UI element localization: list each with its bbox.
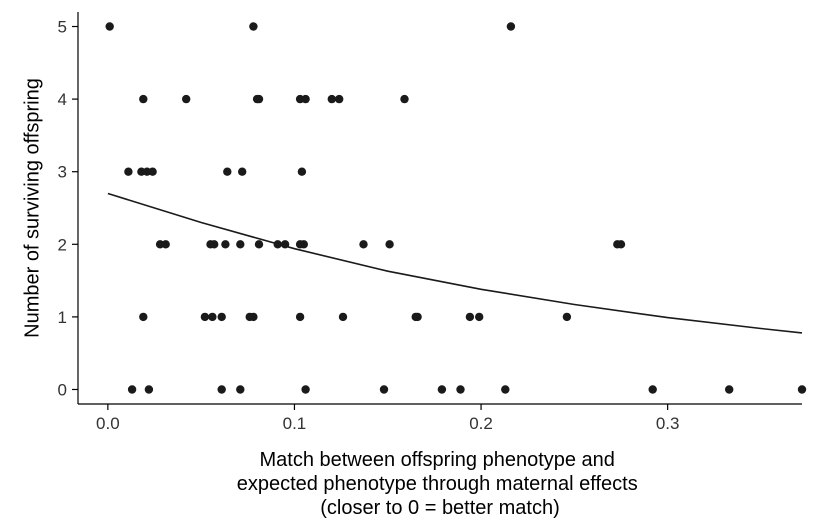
data-point <box>217 312 226 322</box>
y-axis-title: Number of surviving offspring <box>21 78 43 338</box>
data-point <box>400 94 409 104</box>
y-tick-label: 5 <box>58 18 67 37</box>
data-point <box>562 312 572 322</box>
data-point <box>249 22 258 31</box>
x-axis-title: Match between offspring phenotype and ex… <box>237 449 644 519</box>
x-axis-ticks: 0.0 0.1 0.2 0.3 <box>96 404 679 433</box>
data-point <box>223 167 232 176</box>
data-point <box>301 94 310 104</box>
x-axis-title-line-1: Match between offspring phenotype and <box>259 449 614 471</box>
data-point <box>273 240 282 249</box>
data-point <box>161 240 170 249</box>
data-point <box>208 312 217 322</box>
y-axis-ticks: 0 1 2 3 4 5 <box>58 18 78 399</box>
data-point <box>254 240 264 249</box>
data-point <box>297 167 307 176</box>
x-tick-label: 0.0 <box>96 414 120 433</box>
y-tick-label: 3 <box>58 163 67 182</box>
y-tick-label: 1 <box>58 308 67 327</box>
data-point <box>236 240 245 249</box>
data-point <box>210 240 219 249</box>
x-tick-label: 0.2 <box>469 414 493 433</box>
data-point <box>616 240 626 249</box>
data-point <box>437 385 447 394</box>
x-axis-title-line-2: expected phenotype through maternal effe… <box>237 473 638 495</box>
y-tick-label: 4 <box>58 90 67 109</box>
x-tick-label: 0.1 <box>283 414 307 433</box>
data-point <box>456 385 465 394</box>
data-point <box>501 385 510 394</box>
data-point <box>475 312 484 322</box>
data-point <box>335 94 344 104</box>
data-point <box>148 167 157 176</box>
data-point <box>182 94 191 104</box>
data-point <box>385 240 394 249</box>
y-tick-label: 2 <box>58 235 67 254</box>
data-point <box>299 240 308 249</box>
data-points <box>105 22 807 394</box>
x-axis-title-line-3: (closer to 0 = better match) <box>320 497 560 519</box>
fitted-trend-line <box>107 192 803 334</box>
data-point <box>295 312 305 322</box>
data-point <box>465 312 475 322</box>
y-tick-label: 0 <box>58 380 67 399</box>
data-point <box>506 22 516 31</box>
data-point <box>139 94 148 104</box>
data-point <box>144 385 154 394</box>
data-point <box>124 167 133 176</box>
data-point <box>238 167 247 176</box>
data-point <box>359 240 368 249</box>
data-point <box>200 312 210 322</box>
data-point <box>338 312 348 322</box>
data-point <box>725 385 734 394</box>
data-point <box>139 312 148 322</box>
data-point <box>280 240 290 249</box>
data-point <box>236 385 245 394</box>
data-point <box>249 312 258 322</box>
data-point <box>379 385 389 394</box>
data-point <box>105 22 114 31</box>
data-point <box>221 240 230 249</box>
data-point <box>254 94 264 104</box>
data-point <box>301 385 310 394</box>
x-tick-label: 0.3 <box>656 414 680 433</box>
data-point <box>413 312 422 322</box>
data-point <box>217 385 226 394</box>
data-point <box>797 385 807 394</box>
data-point <box>648 385 657 394</box>
data-point <box>327 94 336 104</box>
axes <box>77 12 802 405</box>
data-point <box>127 385 137 394</box>
